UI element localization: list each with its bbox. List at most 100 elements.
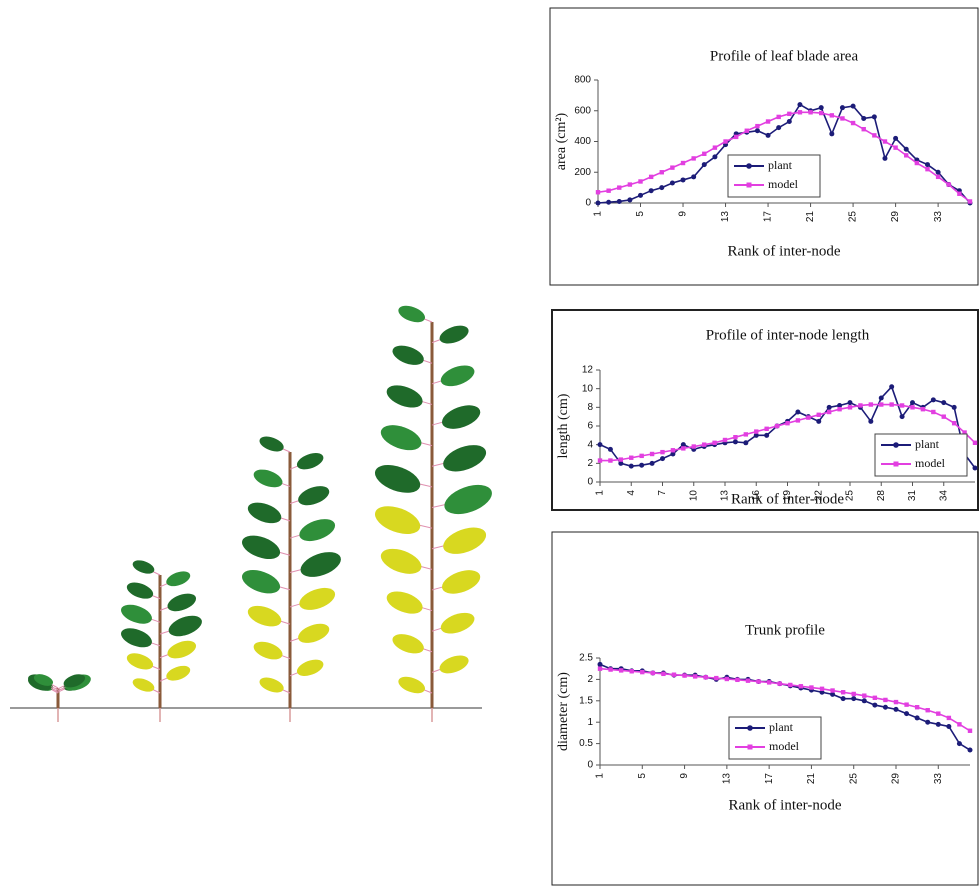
point — [776, 114, 781, 120]
point — [765, 132, 771, 138]
point — [931, 409, 936, 415]
point — [818, 105, 824, 111]
point — [871, 114, 877, 120]
point — [840, 690, 846, 695]
point — [839, 105, 845, 111]
point — [893, 706, 899, 712]
leaf — [392, 634, 424, 654]
legend-label: model — [768, 177, 799, 191]
point — [743, 432, 749, 437]
chart-title: Profile of leaf blade area — [710, 48, 859, 64]
point — [638, 192, 644, 198]
x-tick-label: 4 — [626, 490, 637, 496]
y-tick-label: 8 — [587, 402, 593, 413]
point — [962, 430, 967, 435]
point — [638, 179, 643, 184]
point — [879, 402, 884, 407]
point — [808, 110, 813, 115]
leaf — [298, 623, 330, 643]
point — [829, 113, 835, 118]
point — [595, 200, 601, 206]
point — [951, 404, 957, 410]
point — [957, 722, 962, 727]
point — [660, 456, 665, 462]
point — [787, 111, 792, 117]
legend-label: model — [915, 456, 946, 470]
point — [682, 673, 687, 678]
leaf — [386, 385, 423, 408]
point — [858, 403, 863, 408]
point — [882, 704, 888, 710]
point — [786, 119, 792, 125]
x-tick-label: 1 — [595, 773, 606, 779]
legend-marker — [747, 725, 753, 731]
x-tick-label: 25 — [845, 490, 856, 502]
leaf — [167, 593, 197, 612]
leaf — [121, 628, 152, 648]
point — [795, 418, 801, 423]
y-axis-label: diameter (cm) — [556, 672, 571, 751]
point — [660, 449, 665, 455]
y-tick-label: 0 — [587, 760, 593, 771]
point — [722, 437, 728, 443]
point — [972, 440, 978, 445]
leaf — [168, 615, 202, 637]
leaf — [441, 405, 481, 429]
point — [597, 666, 603, 671]
x-tick-label: 25 — [848, 773, 859, 785]
point — [785, 421, 790, 426]
point — [882, 139, 888, 144]
point — [861, 698, 867, 704]
leaf — [63, 674, 86, 688]
chart: Trunk profile Rank of inter-node diameter … — [551, 531, 979, 886]
point — [967, 199, 973, 204]
point — [850, 120, 856, 126]
x-tick-label: 33 — [933, 773, 944, 785]
point — [816, 418, 822, 424]
point — [872, 695, 878, 701]
y-tick-label: 200 — [574, 167, 591, 178]
legend-marker — [746, 163, 752, 169]
point — [925, 708, 930, 713]
point — [788, 682, 793, 688]
point — [829, 131, 835, 137]
legend-label: plant — [768, 158, 793, 172]
x-tick-label: 5 — [635, 211, 646, 217]
x-tick-label: 17 — [764, 773, 775, 785]
point — [914, 160, 920, 166]
leaf — [439, 655, 469, 674]
point — [830, 691, 836, 697]
y-tick-label: 2 — [587, 458, 593, 469]
point — [691, 174, 697, 180]
point — [941, 400, 947, 406]
leaf — [296, 659, 324, 676]
x-tick-label: 1 — [593, 211, 604, 217]
point — [819, 686, 825, 692]
y-axis-label: length (cm) — [556, 393, 571, 458]
point — [826, 409, 832, 415]
leaf — [380, 548, 422, 574]
point — [756, 679, 761, 684]
point — [659, 170, 664, 175]
point — [967, 728, 973, 733]
leaf — [242, 570, 281, 594]
x-tick-label: 7 — [657, 490, 668, 496]
leaf — [296, 453, 324, 470]
x-tick-label: 9 — [678, 211, 689, 217]
x-tick-label: 5 — [637, 773, 648, 779]
point — [670, 165, 675, 170]
point — [595, 190, 601, 195]
point — [862, 693, 867, 698]
point — [837, 402, 843, 408]
point — [745, 678, 751, 683]
point — [904, 153, 909, 158]
point — [703, 675, 708, 680]
point — [776, 125, 782, 131]
y-tick-label: 10 — [582, 383, 594, 394]
point — [735, 677, 740, 683]
point — [744, 128, 749, 133]
y-tick-label: 0 — [585, 198, 591, 209]
leaf — [392, 345, 424, 365]
point — [893, 699, 899, 705]
chart: Profile of inter-node length Rank of inte… — [551, 309, 979, 511]
